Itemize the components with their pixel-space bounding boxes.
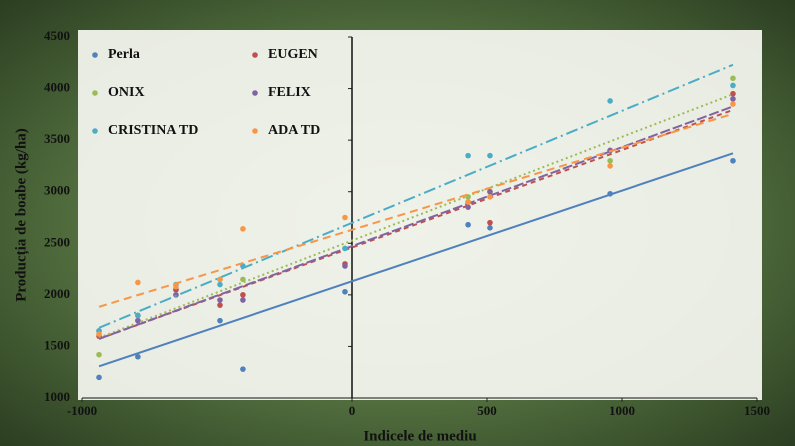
data-point <box>730 75 736 81</box>
y-axis-title: Producția de boabe (kg/ha) <box>13 128 29 302</box>
data-point <box>730 158 736 164</box>
chart: Indicele de mediu Producția de boabe (kg… <box>0 0 795 446</box>
x-tick-label: 1500 <box>744 403 770 418</box>
legend-label: ONIX <box>108 85 145 100</box>
y-tick-label: 2000 <box>44 286 70 301</box>
data-point <box>465 153 471 159</box>
data-point <box>135 313 141 319</box>
data-point <box>465 199 471 205</box>
data-point <box>730 101 736 107</box>
x-tick-label: -1000 <box>67 403 97 418</box>
data-point <box>607 191 613 197</box>
data-point <box>487 220 493 226</box>
data-point <box>240 226 246 232</box>
data-point <box>240 292 246 298</box>
legend-marker <box>92 52 98 58</box>
data-point <box>607 163 613 169</box>
y-tick-label: 1000 <box>44 389 70 404</box>
data-point <box>607 158 613 164</box>
y-tick-label: 1500 <box>44 337 70 352</box>
data-point <box>342 215 348 221</box>
data-point <box>730 83 736 89</box>
data-point <box>135 280 141 286</box>
legend-label: FELIX <box>268 85 311 100</box>
x-tick-label: 0 <box>349 403 356 418</box>
data-point <box>487 225 493 231</box>
legend-marker <box>252 128 258 134</box>
plot-area <box>78 30 762 400</box>
x-axis-title: Indicele de mediu <box>363 428 476 444</box>
legend-label: EUGEN <box>268 47 318 62</box>
data-point <box>96 331 102 337</box>
data-point <box>342 263 348 269</box>
data-point <box>217 282 223 288</box>
data-point <box>240 297 246 303</box>
legend-marker <box>92 128 98 134</box>
data-point <box>465 204 471 210</box>
data-point <box>217 277 223 283</box>
data-point <box>217 297 223 303</box>
legend-label: CRISTINA TD <box>108 123 198 138</box>
y-tick-label: 3500 <box>44 131 70 146</box>
legend-label: Perla <box>108 47 140 62</box>
data-point <box>173 284 179 290</box>
data-point <box>96 352 102 358</box>
data-point <box>730 96 736 102</box>
data-point <box>342 246 348 252</box>
y-tick-label: 4000 <box>44 80 70 95</box>
legend-marker <box>92 90 98 96</box>
data-point <box>487 189 493 195</box>
legend-label: ADA TD <box>268 123 320 138</box>
y-tick-label: 3000 <box>44 183 70 198</box>
data-point <box>465 222 471 228</box>
legend-marker <box>252 52 258 58</box>
data-point <box>135 318 141 324</box>
page: {"chart_data": {"type": "scatter", "x_la… <box>0 0 795 446</box>
data-point <box>96 375 102 381</box>
data-point <box>240 366 246 372</box>
legend-marker <box>252 90 258 96</box>
y-tick-label: 4500 <box>44 28 70 43</box>
x-tick-label: 500 <box>477 403 497 418</box>
data-point <box>135 354 141 360</box>
data-point <box>217 302 223 308</box>
data-point <box>487 153 493 159</box>
data-point <box>217 318 223 324</box>
data-point <box>607 98 613 104</box>
y-tick-label: 2500 <box>44 234 70 249</box>
data-point <box>342 289 348 295</box>
x-tick-label: 1000 <box>609 403 635 418</box>
data-point <box>487 194 493 200</box>
data-point <box>240 277 246 283</box>
